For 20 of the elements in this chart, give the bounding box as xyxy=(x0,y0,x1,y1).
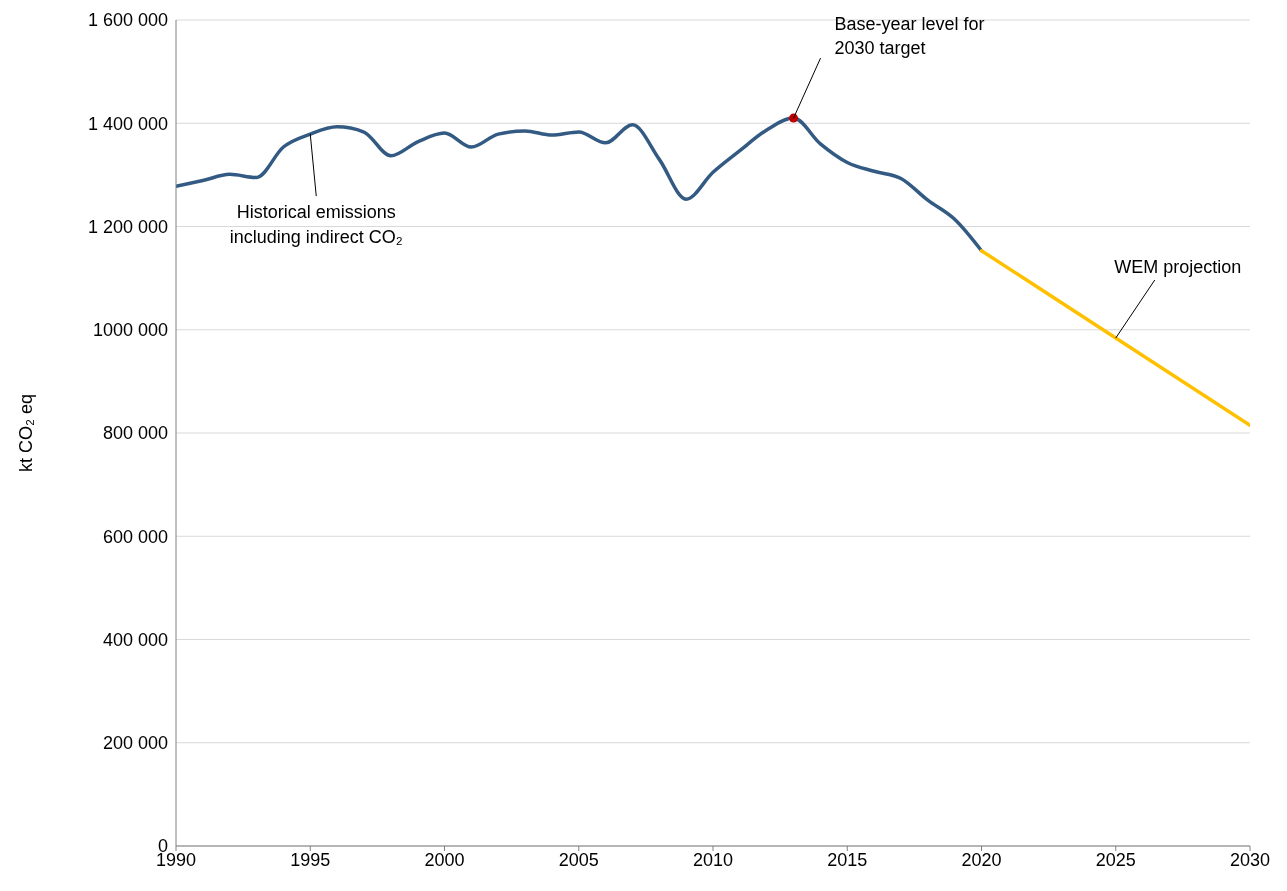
y-tick-label: 1000 000 xyxy=(92,320,168,341)
y-tick-label: 1 600 000 xyxy=(87,10,168,31)
y-axis-title: kt CO₂ eq xyxy=(16,393,37,473)
x-tick-label: 2020 xyxy=(961,849,1002,870)
x-tick-label: 2000 xyxy=(424,849,465,870)
annotation: Base-year level for 2030 target xyxy=(834,14,985,59)
x-tick-label: 2030 xyxy=(1229,849,1271,870)
x-tick-label: 2025 xyxy=(1095,849,1136,870)
x-tick-label: 2015 xyxy=(827,849,868,870)
x-tick-label: 2010 xyxy=(692,849,734,870)
x-tick-label: 1995 xyxy=(290,849,331,870)
y-tick-label: 1 200 000 xyxy=(87,216,168,237)
y-tick-label: 400 000 xyxy=(102,629,168,650)
y-tick-label: 800 000 xyxy=(102,423,168,444)
y-tick-label: 600 000 xyxy=(102,526,168,547)
y-tick-label: 1 400 000 xyxy=(87,113,168,134)
annotation: Historical emissions including indirect CO₂ xyxy=(229,202,403,248)
x-tick-label: 2005 xyxy=(558,849,599,870)
y-tick-label: 200 000 xyxy=(102,733,168,754)
annotation: WEM projection xyxy=(1114,257,1242,278)
